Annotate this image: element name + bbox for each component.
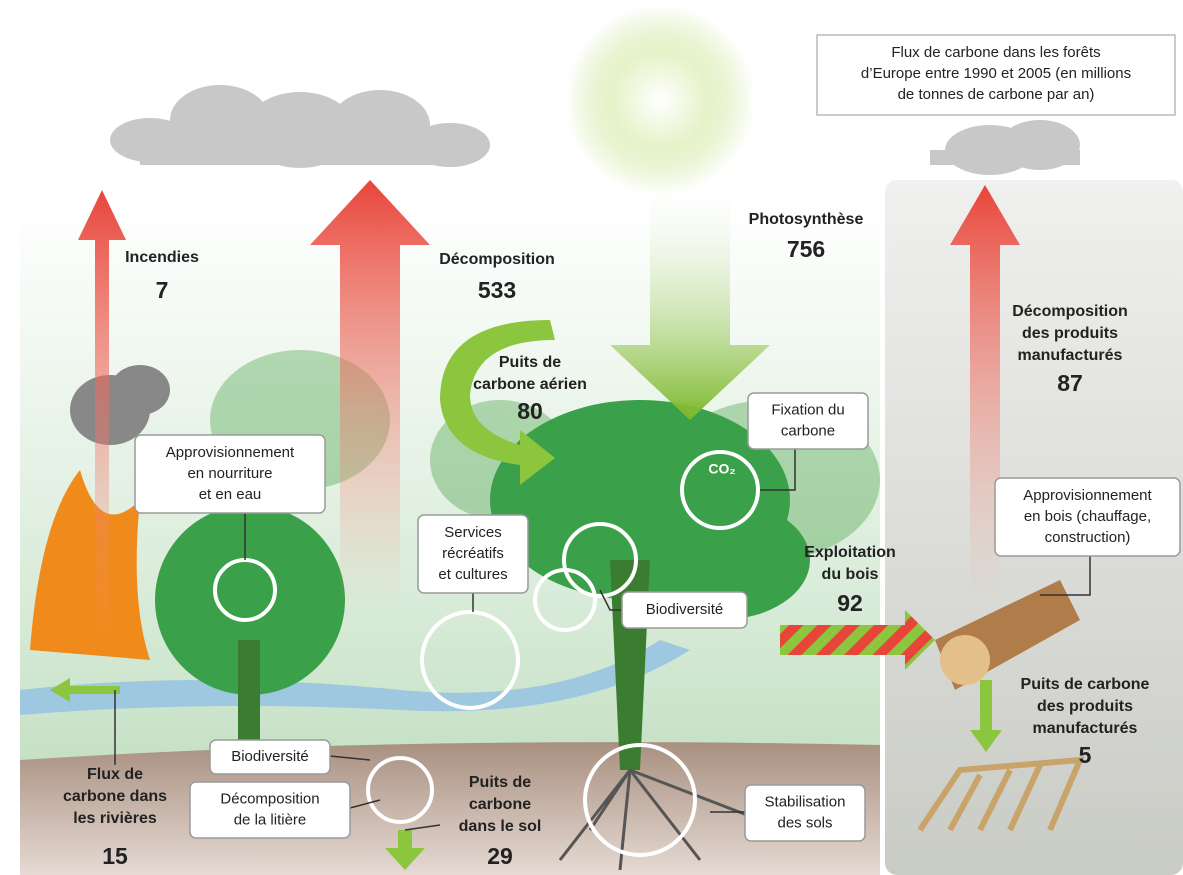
flow-label: Incendies: [125, 249, 199, 266]
flow-label: Photosynthèse: [749, 211, 864, 228]
callout-line: Décomposition: [220, 790, 319, 807]
clouds: [110, 85, 1080, 175]
title-line: Flux de carbone dans les forêts: [891, 44, 1100, 61]
flow-label: des produits: [1037, 698, 1133, 715]
callout-line: Biodiversité: [231, 748, 309, 765]
callout-line: construction): [1045, 529, 1131, 546]
flow-label: carbone aérien: [473, 376, 587, 393]
flow-label: manufacturés: [1018, 347, 1123, 364]
flow-label: Décomposition: [1012, 303, 1128, 320]
soil: [20, 742, 880, 875]
flow-label: Flux de: [87, 766, 143, 783]
labels: Flux de carbone dans les forêts d’Europe …: [63, 34, 1181, 869]
flow-label: carbone dans: [63, 788, 167, 805]
flow-label: manufacturés: [1033, 720, 1138, 737]
title-line: de tonnes de carbone par an): [898, 86, 1095, 103]
aerial-sink-arrow: [440, 320, 555, 485]
flow-value: 15: [102, 843, 128, 869]
callout-line: et en eau: [199, 486, 262, 503]
river: [20, 640, 690, 715]
flow-label: dans le sol: [459, 818, 542, 835]
leader-lines: [114, 448, 1091, 831]
flow-value: 5: [1079, 742, 1092, 768]
flow-value: 756: [787, 236, 825, 262]
flow-label: du bois: [822, 566, 879, 583]
logs: [935, 580, 1080, 690]
flow-label: carbone: [469, 796, 531, 813]
callout-line: en nourriture: [187, 465, 272, 482]
callout-line: Fixation du: [771, 401, 844, 418]
flow-value: 92: [837, 590, 863, 616]
flow-label: Puits de: [499, 354, 561, 371]
callout-line: Stabilisation: [765, 793, 846, 810]
decomposition-arrow: [310, 180, 430, 610]
callout-line: en bois (chauffage,: [1024, 508, 1151, 525]
title-box: [816, 34, 1176, 116]
flow-value: 7: [156, 277, 169, 303]
roots: [558, 768, 761, 871]
callout-line: et cultures: [438, 566, 507, 583]
callout-line: Services: [444, 524, 502, 541]
photosynthesis-arrow: [610, 175, 770, 420]
callout-box: [189, 781, 351, 839]
callout-line: carbone: [781, 422, 835, 439]
callout-box: [209, 739, 331, 775]
roof-frame: [917, 756, 1085, 832]
sun: [565, 5, 755, 195]
callout-line: des sols: [777, 814, 832, 831]
flow-value: 29: [487, 843, 513, 869]
river-arrow: [50, 678, 120, 702]
callout-box: [744, 784, 866, 842]
flow-label: Exploitation: [804, 544, 896, 561]
flow-label: Puits de carbone: [1021, 676, 1150, 693]
flow-value: 533: [478, 277, 516, 303]
callout-line: Biodiversité: [646, 601, 724, 618]
callout-box: [134, 434, 326, 514]
callout-line: récréatifs: [442, 545, 504, 562]
flow-value: 87: [1057, 370, 1083, 396]
products-sink-arrow: [970, 680, 1002, 752]
harvest-arrow: [780, 610, 935, 670]
callout-box: [994, 477, 1181, 557]
callout-box: [417, 514, 529, 594]
callout-box: [621, 591, 748, 629]
callout-line: Approvisionnement: [1023, 487, 1152, 504]
title-line: d’Europe entre 1990 et 2005 (en millions: [861, 65, 1131, 82]
flow-label: Décomposition: [439, 251, 555, 268]
callout-line: de la litière: [234, 811, 307, 828]
flow-label: des produits: [1022, 325, 1118, 342]
flow-value: 80: [517, 398, 543, 424]
co2-label: CO₂: [708, 461, 735, 477]
fire-arrow: [78, 190, 126, 650]
flow-label: les rivières: [73, 810, 157, 827]
callout-box: [747, 392, 869, 450]
soil-arrow: [385, 830, 425, 870]
callout-line: Approvisionnement: [166, 444, 295, 461]
circles: [213, 450, 760, 857]
smoke: [70, 365, 170, 445]
flow-label: Puits de: [469, 774, 531, 791]
products-decomposition-arrow: [950, 185, 1020, 600]
fire: [30, 470, 150, 660]
